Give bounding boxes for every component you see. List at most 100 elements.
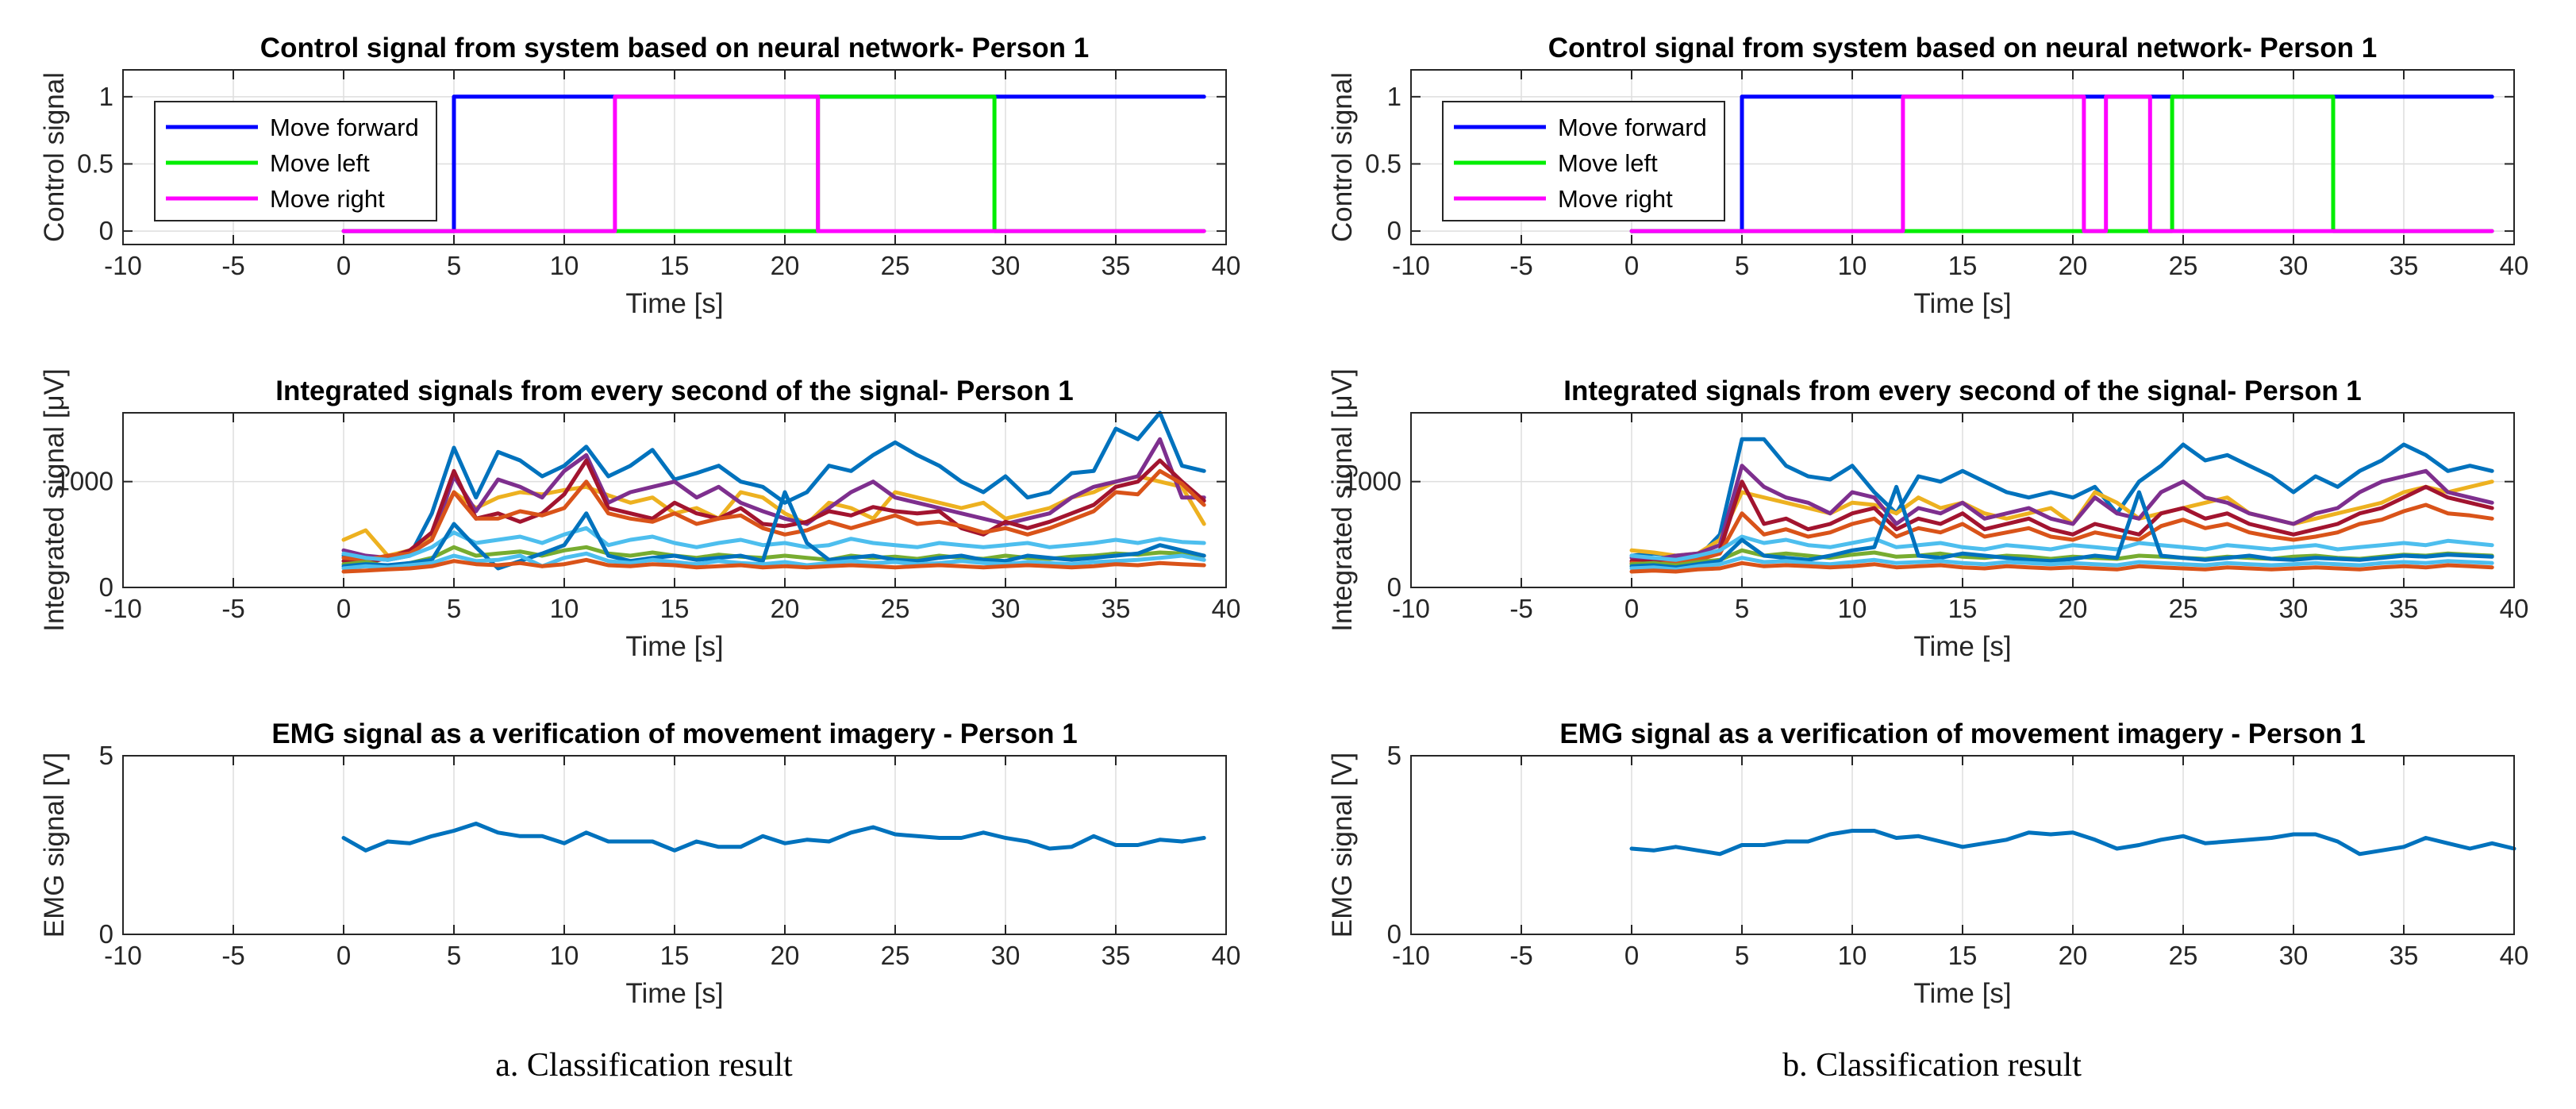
series-line-ch8	[341, 490, 1206, 571]
chart-title: Control signal from system based on neur…	[1548, 33, 2377, 64]
x-tick-label: -5	[1509, 251, 1532, 280]
y-tick-label: 0	[1387, 572, 1401, 602]
x-tick-label: 10	[550, 594, 579, 623]
series-line-ch9	[1629, 556, 2494, 572]
x-tick-label: -5	[221, 941, 244, 970]
x-tick-label: 25	[2169, 941, 2198, 970]
x-tick-label: 15	[660, 594, 690, 623]
x-tick-label: 40	[2500, 941, 2529, 970]
chart-title: Integrated signals from every second of …	[1563, 375, 2362, 406]
x-tick-label: 5	[1735, 941, 1749, 970]
x-tick-label: 0	[336, 941, 351, 970]
series-line-ch10	[341, 557, 1206, 574]
legend-entry: Move forward	[1558, 114, 1707, 141]
x-tick-label: 5	[447, 251, 461, 280]
x-tick-label: 30	[2279, 251, 2309, 280]
x-tick-label: 30	[2279, 941, 2309, 970]
chart-2: -10 -5 0 5 10 15 20 25 30 35 40 0 5 EMG signal as a v…	[1327, 718, 2528, 1009]
x-tick-label: 40	[2500, 251, 2529, 280]
x-axis-label: Time [s]	[1913, 288, 2011, 319]
x-tick-label: 15	[1948, 594, 1978, 623]
x-tick-label: -5	[221, 251, 244, 280]
y-tick-label: 1	[1387, 82, 1401, 111]
x-tick-label: -10	[104, 251, 142, 280]
x-tick-label: 25	[2169, 594, 2198, 623]
y-tick-label: 0.5	[1365, 148, 1401, 178]
y-tick-label: 0	[99, 572, 113, 602]
y-tick-label: 1000	[56, 467, 113, 496]
x-tick-label: 5	[1735, 594, 1749, 623]
series-line-emg	[341, 822, 1206, 853]
x-tick-label: 25	[881, 251, 910, 280]
x-tick-label: 0	[1624, 251, 1639, 280]
y-axis-label: EMG signal [V]	[1327, 753, 1358, 938]
chart-title: EMG signal as a verification of movement…	[1559, 718, 2365, 749]
x-tick-label: 0	[1624, 941, 1639, 970]
x-tick-label: 0	[336, 251, 351, 280]
y-tick-label: 0	[1387, 216, 1401, 245]
series-line-ch8	[1629, 484, 2494, 570]
x-tick-label: -10	[1392, 251, 1430, 280]
series-line-ch3	[341, 437, 1206, 560]
series-line-move-right	[1629, 94, 2494, 233]
x-tick-label: 30	[2279, 594, 2309, 623]
y-tick-label: 1	[99, 82, 113, 111]
legend-entry: Move forward	[270, 114, 419, 141]
x-tick-label: -5	[1509, 941, 1532, 970]
legend: Move forward Move left Move right	[1442, 101, 1725, 221]
legend-entry: Move left	[1558, 149, 1658, 177]
panel-b-charts: -10 -5 0 5 10 15 20 25 30 35 40 0 0.5 1 Control signal…	[1327, 33, 2528, 1009]
x-tick-label: 0	[336, 594, 351, 623]
y-axis-label: EMG signal [V]	[39, 753, 70, 938]
x-tick-label: 10	[1838, 941, 1867, 970]
series-line-ch6	[341, 526, 1206, 562]
series-line-move-left	[1629, 94, 2494, 233]
x-tick-label: -10	[104, 941, 142, 970]
x-tick-label: 30	[991, 941, 1021, 970]
chart-2: -10 -5 0 5 10 15 20 25 30 35 40 0 5 EMG signal as a v…	[39, 718, 1240, 1009]
y-axis-label: Control signal	[39, 72, 70, 242]
x-tick-label: 15	[1948, 251, 1978, 280]
y-tick-label: 5	[99, 741, 113, 770]
legend-entry: Move right	[1558, 185, 1673, 213]
chart-0: -10 -5 0 5 10 15 20 25 30 35 40 0 0.5 1 Control signal…	[1327, 33, 2528, 319]
series-line-move-right	[341, 94, 1206, 233]
x-tick-label: 35	[1102, 941, 1131, 970]
series-line-ch1	[341, 410, 1206, 562]
x-tick-label: 40	[1212, 941, 1241, 970]
series-line-ch2	[1629, 479, 2494, 558]
series-line-ch6	[1629, 534, 2494, 562]
x-axis-label: Time [s]	[1913, 978, 2011, 1009]
x-tick-label: 25	[2169, 251, 2198, 280]
x-tick-label: 35	[2390, 594, 2419, 623]
x-axis-label: Time [s]	[625, 631, 723, 662]
x-tick-label: 35	[2390, 251, 2419, 280]
series-line-ch10	[1629, 560, 2494, 574]
chart-title: EMG signal as a verification of movement…	[271, 718, 1077, 749]
x-tick-label: 25	[881, 941, 910, 970]
y-tick-label: 1000	[1344, 467, 1401, 496]
chart-0: -10 -5 0 5 10 15 20 25 30 35 40 0 0.5 1 Control signal…	[39, 33, 1240, 319]
x-tick-label: 0	[1624, 594, 1639, 623]
x-tick-label: 20	[771, 251, 800, 280]
series-line-ch5	[1629, 503, 2494, 567]
x-tick-label: 20	[771, 941, 800, 970]
x-tick-label: -10	[1392, 941, 1430, 970]
y-axis-label: Integrated signal [μV]	[39, 368, 70, 631]
x-tick-label: 40	[1212, 594, 1241, 623]
x-tick-label: 35	[1102, 251, 1131, 280]
x-tick-label: 25	[881, 594, 910, 623]
panel-a-charts: -10 -5 0 5 10 15 20 25 30 35 40 0 0.5 1 Control signal…	[39, 33, 1240, 1009]
series-line-ch3	[1629, 464, 2494, 562]
x-tick-label: 20	[2059, 941, 2088, 970]
x-tick-label: -10	[104, 594, 142, 623]
x-tick-label: 10	[550, 251, 579, 280]
series-line-ch9	[341, 551, 1206, 571]
x-tick-label: 5	[447, 594, 461, 623]
x-tick-label: -10	[1392, 594, 1430, 623]
series-line-ch2	[341, 474, 1206, 558]
legend: Move forward Move left Move right	[154, 101, 437, 221]
